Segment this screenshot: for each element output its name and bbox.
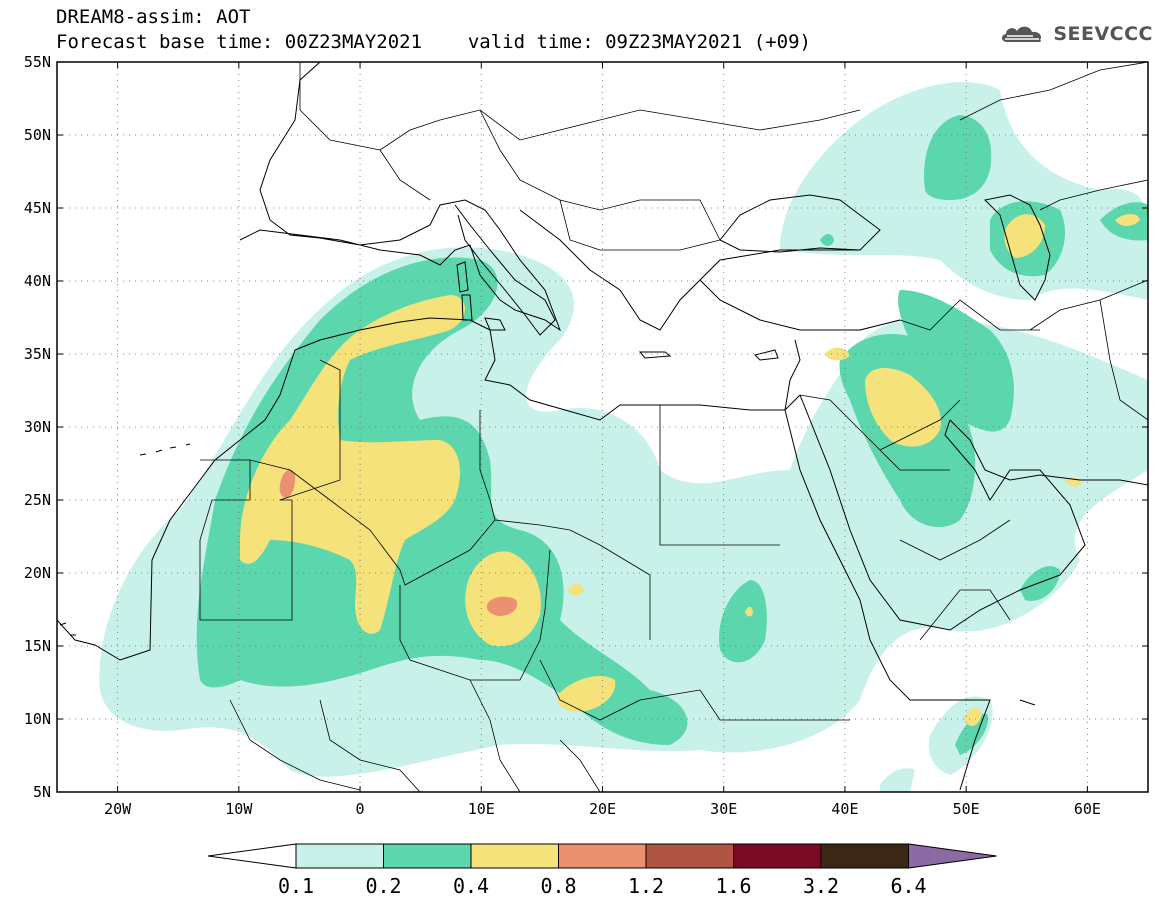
lat-tick-labels: 5N 10N 15N 20N 25N 30N 35N 40N 45N 50N 55N — [24, 53, 51, 801]
colorbar-box — [645, 843, 734, 869]
aot-shading — [99, 81, 1148, 792]
lon-label: 20W — [104, 800, 132, 818]
lat-label: 25N — [24, 491, 51, 509]
lat-label: 35N — [24, 345, 51, 363]
lat-label: 20N — [24, 564, 51, 582]
lon-label: 30E — [710, 800, 737, 818]
colorbar-under-arrow — [207, 843, 297, 869]
colorbar-over-arrow — [908, 843, 997, 869]
lon-label: 10W — [225, 800, 253, 818]
lat-label: 40N — [24, 272, 51, 290]
colorbar-box — [558, 843, 647, 869]
colorbar-box — [733, 843, 822, 869]
colorbar-label: 1.6 — [715, 874, 751, 898]
colorbar-label: 0.4 — [453, 874, 489, 898]
colorbar-label: 0.1 — [278, 874, 314, 898]
colorbar-box — [820, 843, 909, 869]
aot-level-0.8 — [279, 469, 518, 616]
lat-label: 55N — [24, 53, 51, 71]
lon-label: 60E — [1074, 800, 1101, 818]
axis-ticks — [57, 61, 1148, 793]
lon-label: 10E — [468, 800, 495, 818]
colorbar-label: 0.8 — [540, 874, 576, 898]
aot-level-0.4 — [240, 214, 1140, 726]
colorbar-label: 3.2 — [803, 874, 839, 898]
valid-time-label: valid time: 09Z23MAY2021 (+09) — [467, 31, 811, 53]
lat-label: 5N — [33, 783, 51, 801]
base-time-label: Forecast base time: 00Z23MAY2021 — [56, 31, 423, 53]
lon-tick-labels: 20W 10W 0 10E 20E 30E 40E 50E 60E — [104, 800, 1101, 818]
lon-label: 0 — [356, 800, 365, 818]
cloud-icon — [1002, 26, 1042, 42]
colorbar — [207, 843, 997, 869]
lat-label: 30N — [24, 418, 51, 436]
country-borders — [199, 62, 1148, 792]
coastlines — [57, 62, 1148, 791]
lat-label: 45N — [24, 199, 51, 217]
lat-label: 50N — [24, 126, 51, 144]
colorbar-box — [470, 843, 559, 869]
seevccc-logo: SEEVCCC — [999, 22, 1153, 46]
colorbar-label: 0.2 — [365, 874, 401, 898]
lon-label: 20E — [589, 800, 616, 818]
map-subtitle: Forecast base time: 00Z23MAY2021 valid t… — [56, 31, 811, 53]
colorbar-box — [383, 843, 472, 869]
lon-label: 40E — [831, 800, 858, 818]
colorbar-box — [295, 843, 384, 869]
colorbar-labels: 0.1 0.2 0.4 0.8 1.2 1.6 3.2 6.4 — [278, 874, 927, 898]
lat-label: 10N — [24, 710, 51, 728]
lon-label: 50E — [953, 800, 980, 818]
logo-text: SEEVCCC — [1053, 23, 1153, 45]
colorbar-label: 6.4 — [890, 874, 926, 898]
map-title: DREAM8-assim: AOT — [56, 6, 251, 28]
colorbar-label: 1.2 — [628, 874, 664, 898]
lat-label: 15N — [24, 637, 51, 655]
